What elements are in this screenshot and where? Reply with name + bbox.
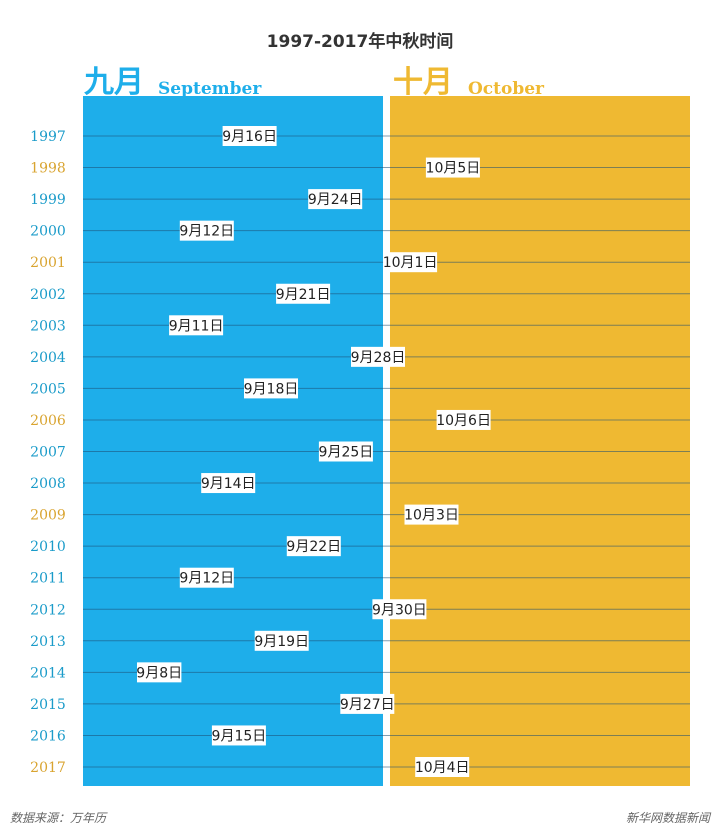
date-label: 10月1日 xyxy=(383,255,438,271)
date-label: 9月11日 xyxy=(169,318,224,334)
date-label: 9月24日 xyxy=(308,192,363,208)
date-label: 9月18日 xyxy=(244,381,299,397)
year-label: 1998 xyxy=(30,161,66,177)
september-en-label: September xyxy=(158,79,262,99)
date-label: 9月19日 xyxy=(254,634,309,650)
date-label: 9月28日 xyxy=(351,350,406,366)
date-point xyxy=(318,441,373,462)
year-label: 2010 xyxy=(30,539,66,555)
date-point xyxy=(254,630,309,651)
date-point xyxy=(425,157,480,178)
year-label: 2017 xyxy=(30,760,66,776)
year-label: 2002 xyxy=(30,287,66,303)
date-point xyxy=(244,378,298,399)
date-point xyxy=(179,220,234,241)
date-point xyxy=(286,536,341,557)
date-point xyxy=(436,409,491,430)
date-label: 9月12日 xyxy=(179,571,234,587)
year-label: 1999 xyxy=(30,192,66,208)
date-point xyxy=(308,189,363,210)
date-label: 9月30日 xyxy=(372,602,427,618)
year-label: 2005 xyxy=(30,381,66,397)
date-point xyxy=(351,346,405,367)
date-label: 9月25日 xyxy=(319,445,374,461)
year-label: 2003 xyxy=(30,318,66,334)
year-label: 2008 xyxy=(30,476,66,492)
year-label: 2012 xyxy=(30,602,66,618)
date-point xyxy=(276,283,331,304)
september-cn-label: 九月 xyxy=(84,65,144,100)
date-point xyxy=(179,567,234,588)
october-panel xyxy=(390,96,690,786)
date-point xyxy=(404,504,459,525)
year-label: 2014 xyxy=(30,665,66,681)
footer-credit: 新华网数据新闻 xyxy=(626,811,712,825)
date-label: 10月6日 xyxy=(436,413,491,429)
year-label: 2009 xyxy=(30,508,66,524)
year-label: 2006 xyxy=(30,413,66,429)
date-point xyxy=(383,252,438,273)
date-label: 9月8日 xyxy=(136,665,182,681)
date-label: 9月16日 xyxy=(222,129,277,145)
date-point xyxy=(169,315,224,336)
date-label: 10月4日 xyxy=(415,760,470,776)
year-label: 2001 xyxy=(30,255,66,271)
september-panel xyxy=(83,96,383,786)
year-label: 2011 xyxy=(30,571,66,587)
date-point xyxy=(201,473,256,494)
date-point xyxy=(340,693,395,714)
date-label: 9月27日 xyxy=(340,697,395,713)
year-label: 2013 xyxy=(30,634,66,650)
date-label: 10月3日 xyxy=(404,508,459,524)
date-label: 9月22日 xyxy=(286,539,341,555)
october-en-label: October xyxy=(468,79,545,99)
date-point xyxy=(211,725,266,746)
date-point xyxy=(415,757,470,777)
date-label: 9月15日 xyxy=(212,728,267,744)
date-label: 9月21日 xyxy=(276,287,331,303)
year-label: 1997 xyxy=(30,129,66,145)
chart-marks: 9月16日 10月5日 9月24日 9月12日 10月1日 9月21日 9月11日 9月28日… xyxy=(136,126,491,777)
year-label: 2004 xyxy=(30,350,66,366)
chart-rows: 1997 1998 1999 2000 2001 2002 2003 2004 2005 2006… xyxy=(30,129,690,776)
date-label: 10月5日 xyxy=(426,161,481,177)
date-point xyxy=(137,662,182,683)
footer-source: 数据来源：万年历 xyxy=(10,811,108,825)
date-label: 9月12日 xyxy=(179,224,234,240)
date-label: 9月14日 xyxy=(201,476,256,492)
year-label: 2016 xyxy=(30,728,66,744)
chart-title: 1997-2017年中秋时间 xyxy=(267,31,454,52)
date-point xyxy=(372,599,427,620)
year-label: 2015 xyxy=(30,697,66,713)
year-label: 2000 xyxy=(30,224,66,240)
year-label: 2007 xyxy=(30,445,66,461)
date-point xyxy=(222,126,277,146)
october-cn-label: 十月 xyxy=(393,65,453,100)
